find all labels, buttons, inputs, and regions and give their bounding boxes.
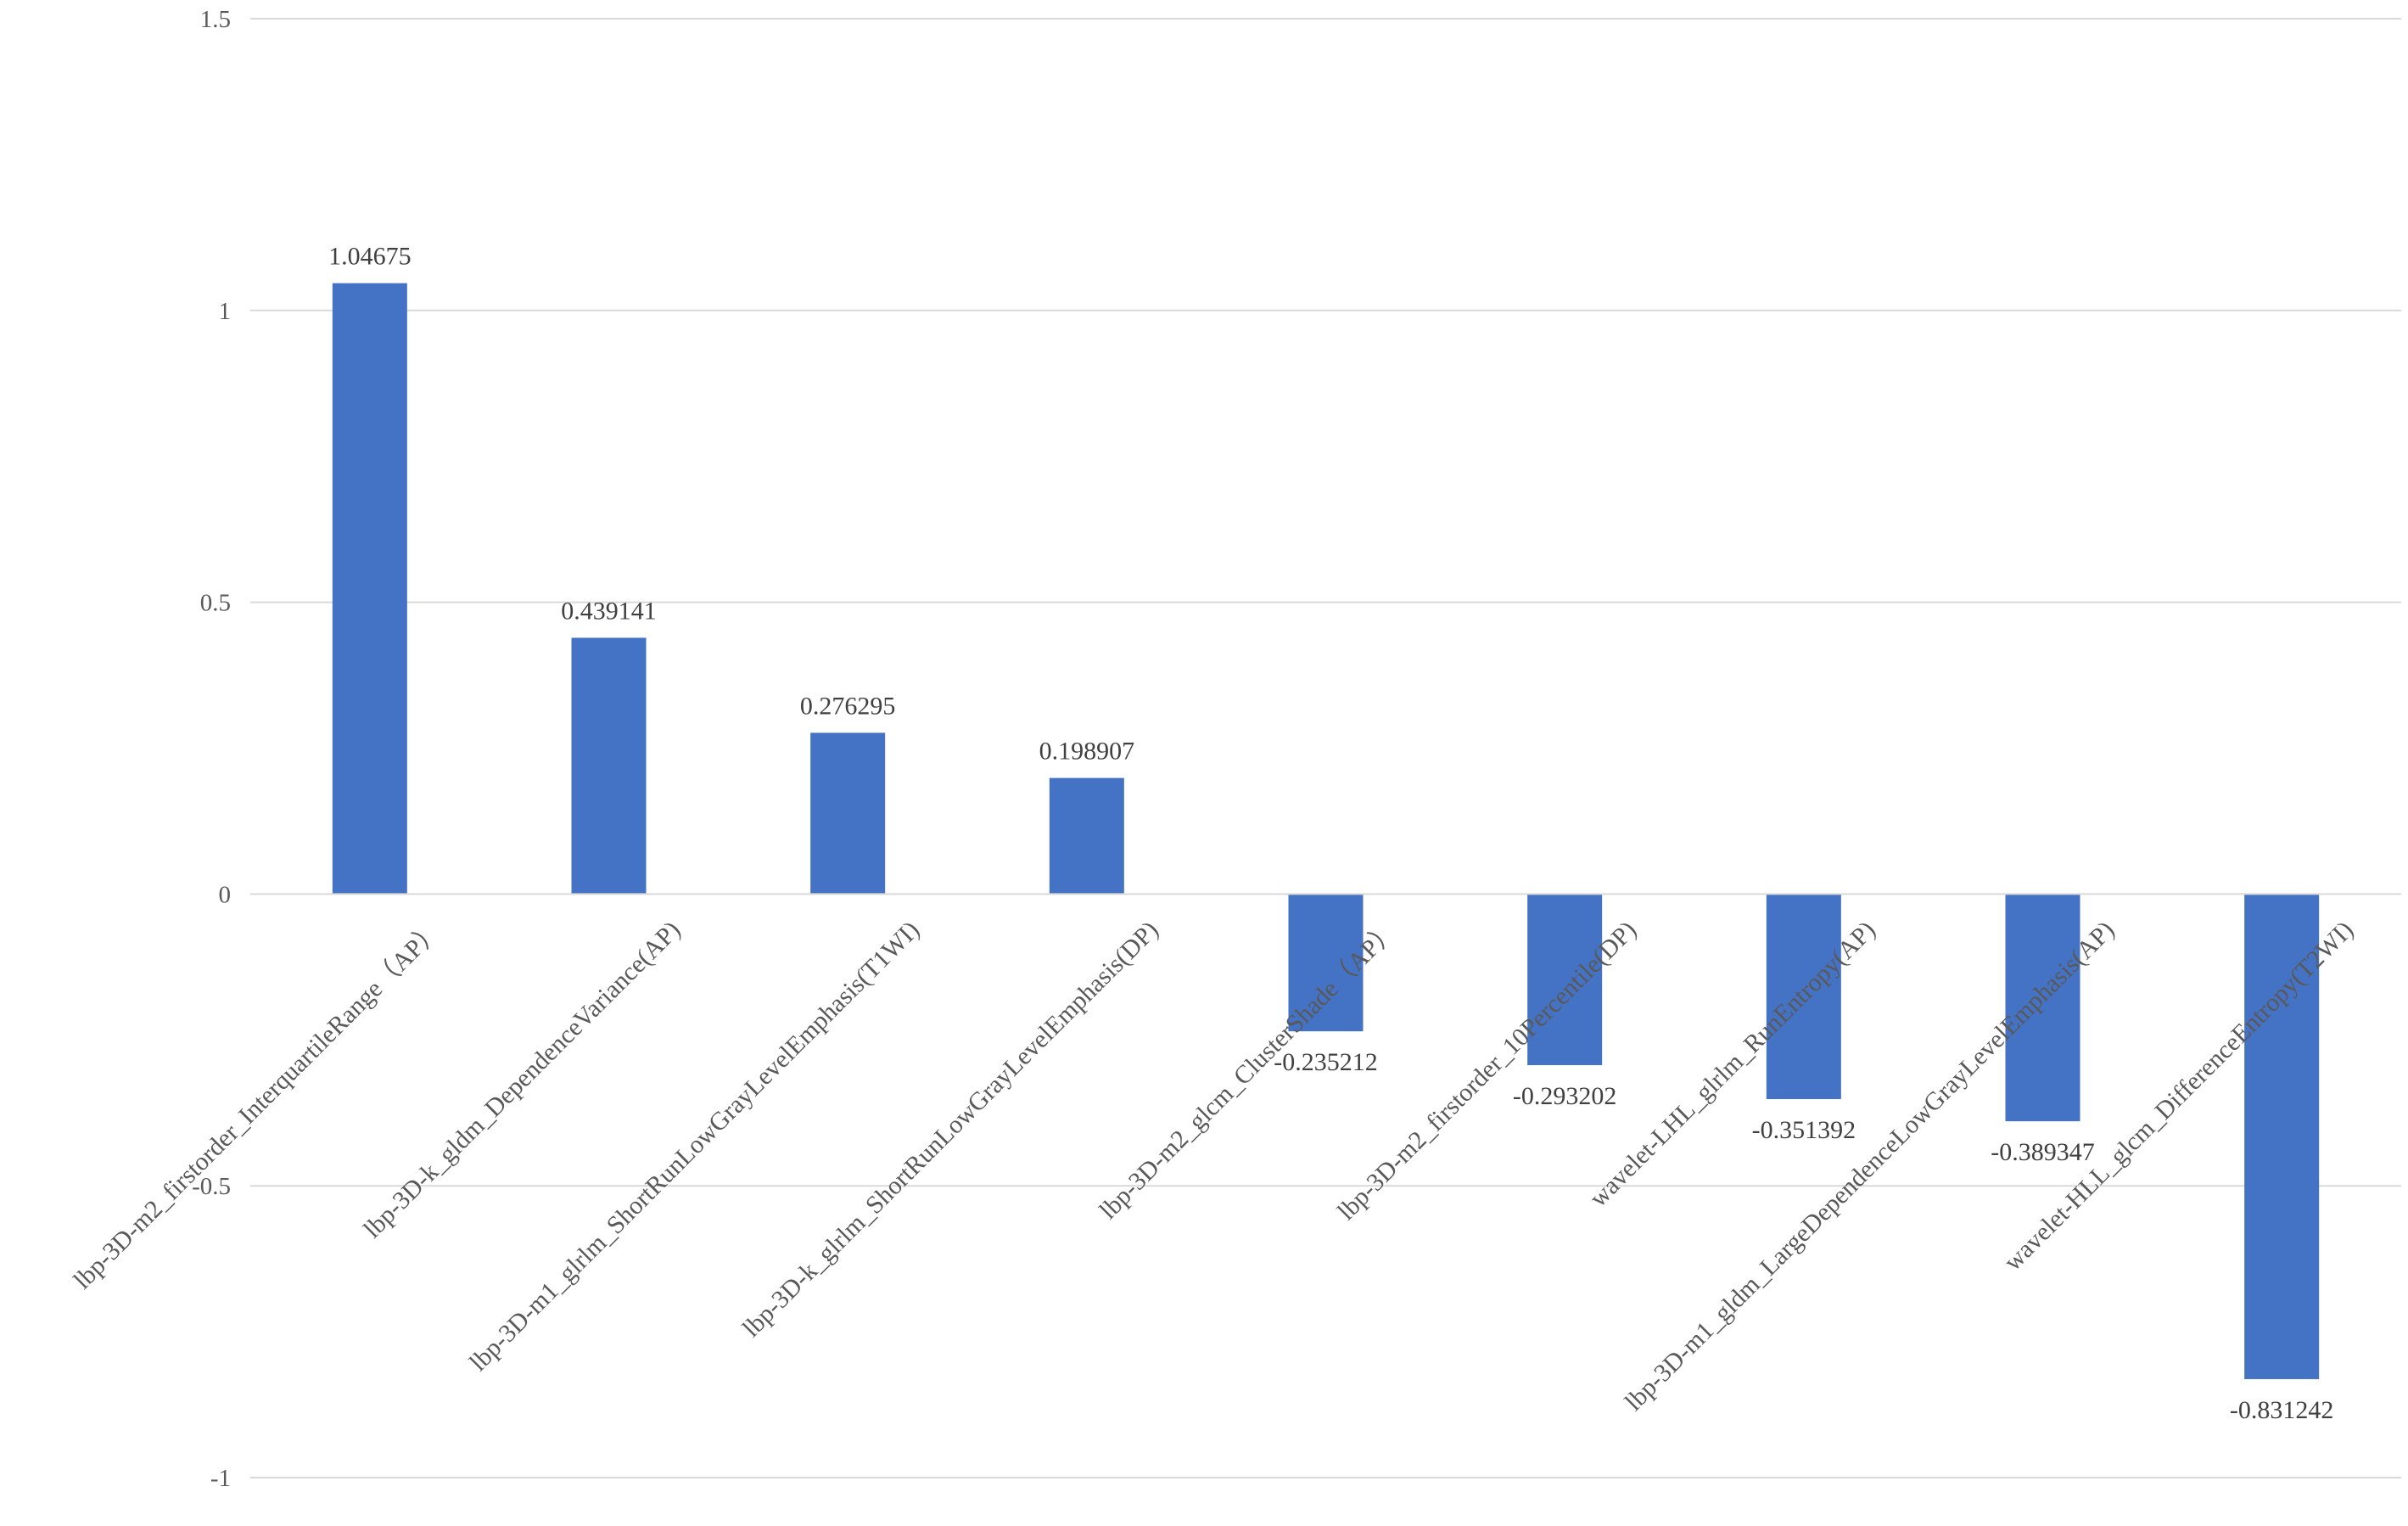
y-tick-label: 0.5 — [200, 590, 231, 617]
bars — [332, 283, 2320, 1379]
data-label: -0.831242 — [2230, 1396, 2334, 1424]
bar — [571, 637, 647, 895]
data-label: 0.276295 — [800, 692, 896, 720]
data-label: -0.235212 — [1274, 1048, 1378, 1076]
bar — [810, 732, 886, 895]
category-label: lbp-3D-m2_firstorder_10Percentile(DP) — [1332, 916, 1642, 1226]
data-label: -0.293202 — [1513, 1082, 1617, 1110]
category-label: lbp-3D-m1_glrlm_ShortRunLowGrayLevelEmph… — [464, 916, 925, 1377]
y-tick-label: -0.5 — [192, 1173, 231, 1200]
bar — [2005, 894, 2080, 1122]
bar — [1049, 777, 1124, 895]
category-label: lbp-3D-k_glrlm_ShortRunLowGrayLevelEmpha… — [737, 916, 1164, 1343]
data-label: -0.389347 — [1991, 1138, 2095, 1166]
y-axis-tick-labels: -1 -0.5 0 0.5 1 1.5 — [192, 6, 231, 1492]
y-tick-label: 0 — [219, 881, 232, 908]
data-labels: 1.04675 0.439141 0.276295 0.198907 -0.235212… — [328, 243, 2333, 1424]
data-label: -0.351392 — [1752, 1116, 1856, 1144]
gridlines — [250, 18, 2401, 1478]
y-tick-label: -1 — [210, 1465, 231, 1492]
bar — [2244, 894, 2320, 1379]
category-label: lbp-3D-m2_firstorder_InterquartileRange（… — [68, 916, 446, 1294]
bar — [1766, 894, 1841, 1100]
bar — [332, 283, 407, 895]
y-tick-label: 1.5 — [200, 6, 231, 33]
data-label: 0.198907 — [1039, 738, 1135, 766]
data-label: 1.04675 — [328, 243, 412, 271]
data-label: 0.439141 — [561, 597, 657, 625]
bar — [1527, 894, 1603, 1066]
bar — [1288, 894, 1364, 1032]
y-tick-label: 1 — [219, 298, 232, 325]
